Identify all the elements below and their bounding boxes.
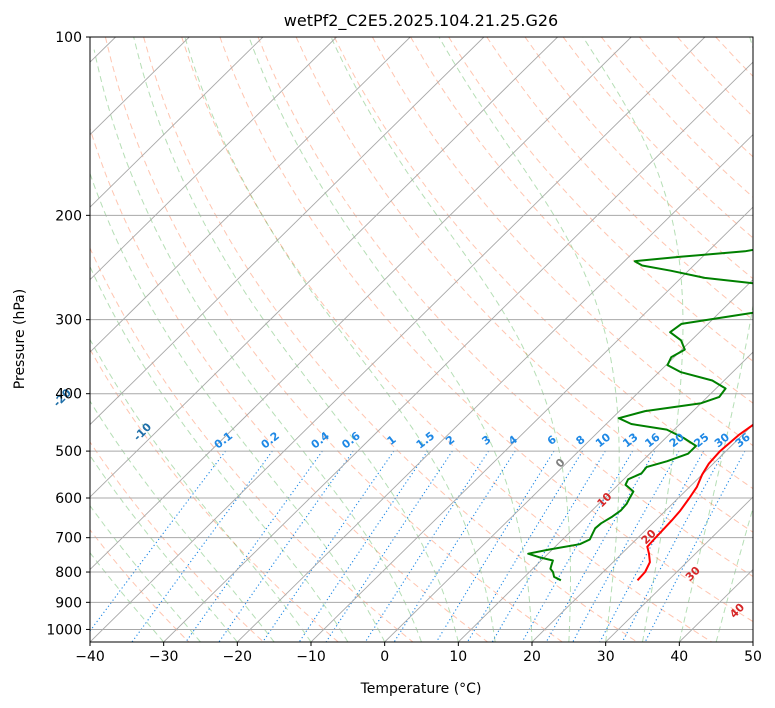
isotherm-line [605, 496, 753, 642]
x-tick-label: −30 [149, 649, 179, 665]
dry-adiabat-line [219, 37, 753, 623]
x-tick-label: −40 [75, 649, 105, 665]
isotherm-line [90, 37, 264, 208]
mixing-ratio-line [262, 450, 395, 642]
mixing-ratio-line [185, 450, 323, 642]
mixing-ratio-line [621, 450, 725, 642]
dry-adiabat-line [410, 37, 753, 404]
isotherm-line [163, 61, 753, 642]
mixing-ratio-line [90, 450, 227, 632]
moist-adiabat-line [90, 171, 386, 642]
y-axis: 100 200 300 400 500 600 700 800 900 1000 [46, 30, 90, 638]
x-axis-title: Temperature (°C) [360, 681, 482, 697]
y-tick-label: 600 [55, 491, 82, 507]
temperature-profile-line [636, 423, 753, 581]
mixing-ratio-line [521, 450, 634, 642]
isotherm-line [90, 37, 485, 426]
moist-adiabat-line [582, 37, 684, 642]
y-axis-title: Pressure (hPa) [12, 289, 28, 389]
x-tick-label: 30 [597, 649, 615, 665]
isotherm-line [90, 37, 411, 353]
dry-adiabat-line [333, 37, 753, 490]
x-tick-label: −20 [223, 649, 253, 665]
moist-adiabat-line [438, 37, 620, 642]
isotherm-line [237, 134, 753, 642]
moist-adiabat-line [184, 37, 496, 642]
dry-adiabat-line [181, 37, 712, 642]
dewpoint-profile-line [527, 248, 753, 582]
y-tick-label: 1000 [46, 622, 82, 638]
dry-adiabat-line [295, 37, 753, 533]
background-lines [90, 37, 753, 642]
x-tick-label: 0 [380, 649, 389, 665]
isotherm-line [384, 278, 753, 642]
isotherm-line [90, 37, 337, 281]
moist-adiabat-line [90, 454, 238, 642]
grid-lines [90, 37, 753, 642]
mixing-ratio-line [491, 450, 606, 642]
moist-adiabat-line [248, 37, 533, 642]
dry-adiabat-line [90, 126, 488, 642]
y-tick-label: 500 [55, 444, 82, 460]
isotherm-line [90, 37, 706, 642]
isotherm-line [90, 37, 632, 571]
y-tick-label: 700 [55, 531, 82, 547]
mixing-ratio-line [545, 450, 656, 642]
moist-adiabat-line [90, 504, 201, 642]
plot-frame [89, 36, 754, 643]
y-tick-label: 100 [55, 30, 82, 46]
mixing-ratio-line [298, 450, 429, 642]
y-tick-label: 900 [55, 595, 82, 611]
isotherm-line [458, 351, 753, 642]
x-tick-label: 10 [449, 649, 467, 665]
x-tick-label: 20 [523, 649, 541, 665]
moist-adiabat-line [133, 37, 459, 642]
mixing-ratio-line [572, 450, 680, 642]
moist-adiabat-line [678, 37, 753, 642]
moist-adiabat-line [715, 506, 753, 642]
dry-adiabat-line [143, 37, 638, 642]
dry-adiabat-line [448, 37, 753, 362]
isotherm-line [90, 37, 558, 498]
y-tick-label: 400 [55, 387, 82, 403]
dry-adiabat-line [104, 37, 563, 642]
y-tick-label: 300 [55, 313, 82, 329]
isotherm-line [310, 206, 753, 642]
moist-adiabat-line [93, 49, 422, 642]
x-axis: −40 −30 −20 −10 0 10 20 30 40 50 [75, 642, 762, 665]
series-layer [527, 248, 753, 582]
x-tick-label: 40 [670, 649, 688, 665]
x-tick-label: 50 [744, 649, 762, 665]
chart-title: wetPf2_C2E5.2025.104.21.25.G26 [284, 11, 558, 31]
y-tick-label: 200 [55, 208, 82, 224]
x-tick-label: −10 [296, 649, 326, 665]
isotherm-line [531, 423, 753, 642]
y-tick-label: 800 [55, 565, 82, 581]
dry-adiabat-line [90, 348, 339, 642]
dry-adiabat-line [90, 528, 190, 642]
mixing-ratio-line [599, 450, 705, 642]
moist-adiabat-line [330, 37, 571, 642]
